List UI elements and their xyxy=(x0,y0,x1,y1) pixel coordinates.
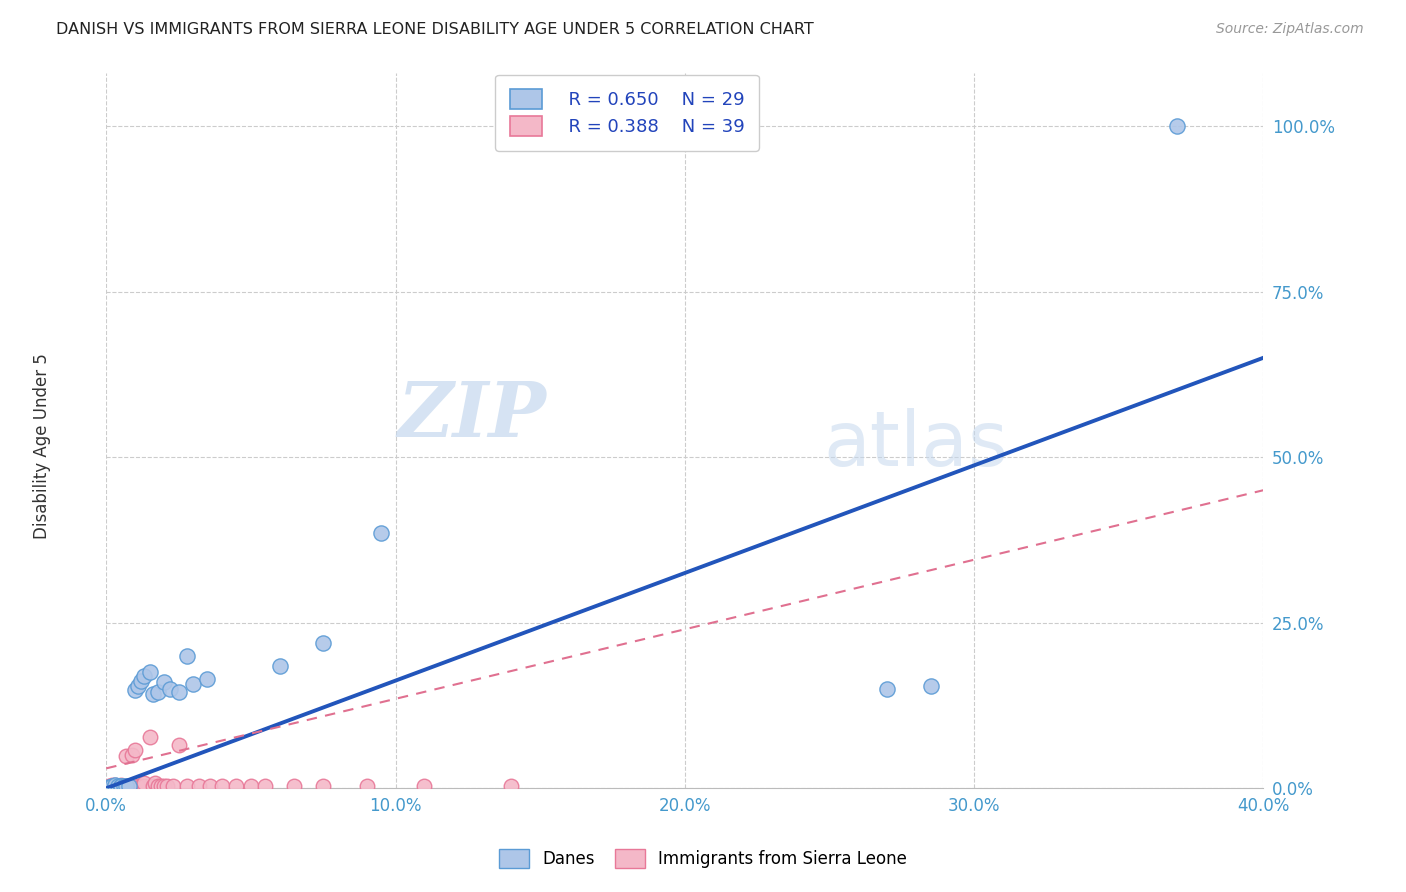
Point xyxy=(176,648,198,663)
Point xyxy=(101,778,124,792)
Point xyxy=(150,779,173,793)
Point xyxy=(115,779,138,793)
Text: atlas: atlas xyxy=(824,408,1008,482)
Point xyxy=(110,778,132,792)
Point xyxy=(312,779,335,793)
Point xyxy=(254,779,277,793)
Text: ZIP: ZIP xyxy=(396,379,546,453)
Point xyxy=(129,779,152,793)
Point xyxy=(104,778,127,792)
Point xyxy=(98,779,121,793)
Point xyxy=(356,779,378,793)
Point xyxy=(112,779,135,793)
Point xyxy=(153,675,176,690)
Point xyxy=(107,779,129,793)
Point xyxy=(124,683,146,698)
Legend:   R = 0.650    N = 29,   R = 0.388    N = 39: R = 0.650 N = 29, R = 0.388 N = 39 xyxy=(495,75,759,151)
Point xyxy=(239,779,262,793)
Point xyxy=(118,779,141,793)
Point xyxy=(121,748,143,763)
Text: DANISH VS IMMIGRANTS FROM SIERRA LEONE DISABILITY AGE UNDER 5 CORRELATION CHART: DANISH VS IMMIGRANTS FROM SIERRA LEONE D… xyxy=(56,22,814,37)
Point xyxy=(370,526,392,541)
Point xyxy=(115,779,138,793)
Point xyxy=(312,635,335,649)
Point xyxy=(132,779,155,793)
Point xyxy=(211,779,233,793)
Point xyxy=(124,743,146,757)
Text: Source: ZipAtlas.com: Source: ZipAtlas.com xyxy=(1216,22,1364,37)
Point xyxy=(225,779,247,793)
Point xyxy=(127,779,149,793)
Point xyxy=(145,776,167,790)
Point xyxy=(176,779,198,793)
Point xyxy=(138,665,160,680)
Point xyxy=(107,779,129,793)
Point xyxy=(104,778,127,792)
Point xyxy=(98,780,121,794)
Point xyxy=(153,779,176,793)
Point xyxy=(118,779,141,793)
Point xyxy=(129,673,152,688)
Point xyxy=(127,679,149,693)
Point xyxy=(200,779,222,793)
Point xyxy=(148,779,170,793)
Point xyxy=(167,738,190,752)
Text: Disability Age Under 5: Disability Age Under 5 xyxy=(34,353,51,539)
Point xyxy=(148,685,170,699)
Point xyxy=(110,779,132,793)
Point xyxy=(156,779,179,793)
Point xyxy=(413,779,436,793)
Point xyxy=(132,668,155,682)
Point xyxy=(112,779,135,793)
Point xyxy=(159,681,181,696)
Point xyxy=(110,779,132,793)
Point xyxy=(110,779,132,793)
Point xyxy=(920,679,942,693)
Point xyxy=(1166,119,1188,133)
Point xyxy=(283,779,305,793)
Point xyxy=(501,779,523,793)
Point xyxy=(104,779,127,793)
Legend: Danes, Immigrants from Sierra Leone: Danes, Immigrants from Sierra Leone xyxy=(492,843,914,875)
Point xyxy=(187,779,209,793)
Point xyxy=(162,779,184,793)
Point xyxy=(115,749,138,764)
Point xyxy=(167,685,190,699)
Point xyxy=(101,779,124,793)
Point xyxy=(141,779,163,793)
Point xyxy=(141,687,163,701)
Point xyxy=(138,730,160,744)
Point xyxy=(104,779,127,793)
Point xyxy=(197,672,219,686)
Point xyxy=(181,676,204,690)
Point xyxy=(876,681,898,696)
Point xyxy=(269,658,291,673)
Point xyxy=(132,776,155,790)
Point xyxy=(101,779,124,793)
